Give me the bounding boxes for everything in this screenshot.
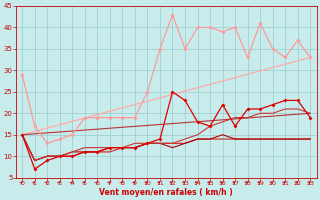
X-axis label: Vent moyen/en rafales ( km/h ): Vent moyen/en rafales ( km/h )	[100, 188, 233, 197]
